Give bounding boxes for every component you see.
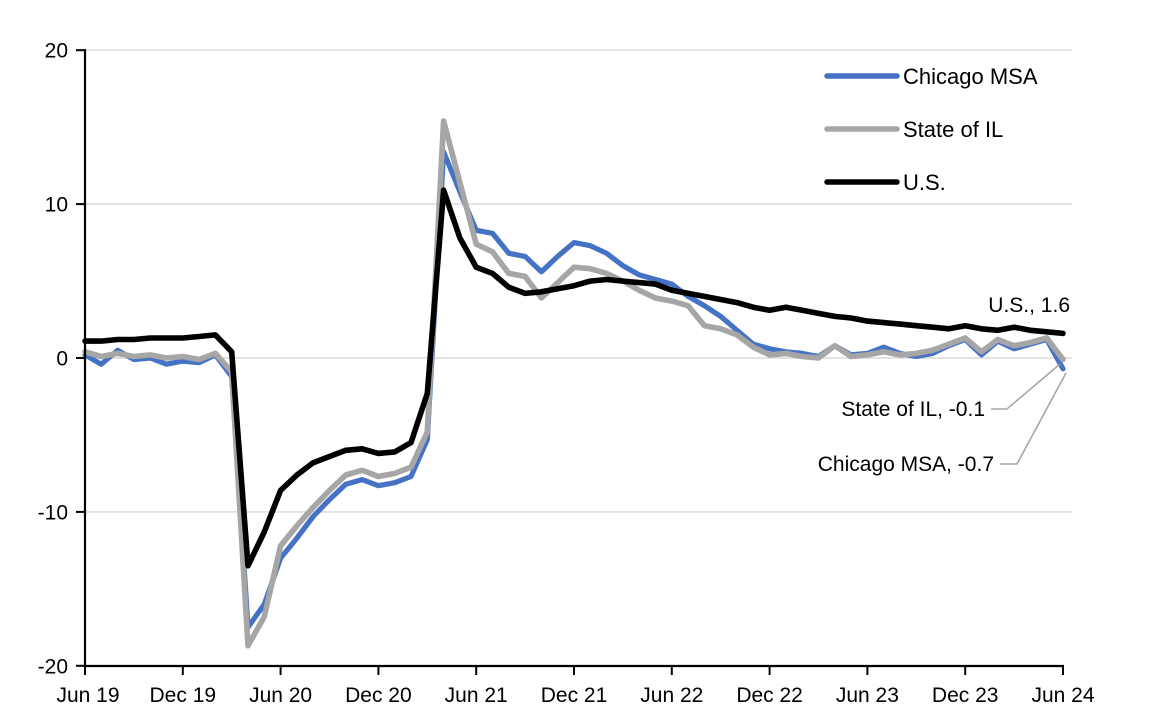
y-axis-labels: 20 10 0 -10 -20 [38,40,68,679]
legend-label-us: U.S. [903,170,946,195]
x-tick-label: Jun 23 [836,684,899,707]
x-tick-label: Jun 19 [56,684,119,707]
series-line-u-s [82,187,1066,569]
x-tick-label: Jun 22 [640,684,703,707]
leader-line-chicago-msa [1000,372,1067,465]
legend: Chicago MSA State of IL U.S. [824,64,1038,195]
annotation-us: U.S., 1.6 [988,294,1070,317]
series-line-state-of-il [82,118,1066,649]
gridlines [85,49,1072,513]
y-tick-label: -10 [38,502,68,525]
x-axis-labels: Jun 19 Dec 19 Jun 20 Dec 20 Jun 21 Dec 2… [56,684,1094,707]
annotation-state-of-il: State of IL, -0.1 [841,398,985,421]
leader-lines [991,363,1067,465]
legend-item-us: U.S. [824,170,946,195]
x-axis-ticks [84,666,1064,675]
x-tick-label: Jun 21 [445,684,508,707]
x-tick-label: Dec 19 [150,684,217,707]
legend-item-chicago-msa: Chicago MSA [824,64,1038,89]
x-tick-label: Dec 22 [736,684,803,707]
axes [76,49,1064,675]
leader-line-state-of-il [991,363,1061,410]
legend-label-state-of-il: State of IL [903,117,1003,142]
annotations: U.S., 1.6 State of IL, -0.1 Chicago MSA,… [818,294,1070,476]
annotation-chicago-msa: Chicago MSA, -0.7 [818,453,994,476]
legend-label-chicago-msa: Chicago MSA [903,64,1038,89]
x-tick-label: Dec 21 [541,684,608,707]
y-axis-ticks [76,49,85,667]
x-tick-label: Dec 23 [932,684,999,707]
y-tick-label: 10 [45,194,68,217]
legend-item-state-of-il: State of IL [824,117,1003,142]
x-tick-label: Jun 24 [1031,684,1094,707]
series-lines [82,118,1066,649]
y-tick-label: 20 [45,40,68,63]
x-tick-label: Dec 20 [345,684,412,707]
y-tick-label: 0 [56,348,68,371]
x-tick-label: Jun 20 [249,684,312,707]
y-tick-label: -20 [38,656,68,679]
